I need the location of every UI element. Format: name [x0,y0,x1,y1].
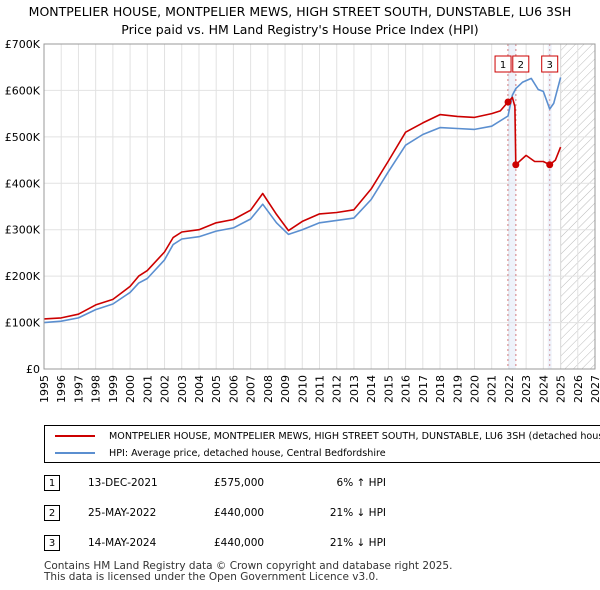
series-line-property [43,96,562,320]
transaction-price: £440,000 [214,507,265,519]
transaction-band [547,44,552,369]
legend: MONTPELIER HOUSE, MONTPELIER MEWS, HIGH … [44,425,600,463]
price-chart: £0 £100K £200K £300K £400K £500K £600K £700K 199… [5,38,600,403]
transaction-label-box [512,55,530,73]
y-tick-label: £600K [5,84,41,97]
y-tick-label: £200K [5,270,41,283]
x-tick-label: 2001 [141,375,154,403]
transaction-hpi-relation: 21% ↓ HPI [329,537,386,549]
transaction-price: £440,000 [214,537,265,549]
x-tick-label: 2023 [520,375,533,403]
x-tick-label: 1999 [107,375,120,403]
x-tick-label: 2008 [262,375,275,403]
y-tick-label: £300K [5,224,41,237]
x-tick-label: 2009 [279,375,292,403]
transaction-row: 3 14-MAY-2024 £440,000 21% ↓ HPI [44,535,564,553]
x-tick-label: 2007 [245,375,258,403]
footer-license: This data is licensed under the Open Gov… [44,571,379,583]
x-tick-label: 2019 [451,375,464,403]
x-tick-label: 2018 [434,375,447,403]
x-tick-label: 2004 [193,375,206,403]
transaction-label: 1 [500,60,506,71]
transaction-row: 1 13-DEC-2021 £575,000 6% ↑ HPI [44,475,564,493]
transaction-number: 2 [44,505,60,521]
transaction-date: 14-MAY-2024 [88,537,157,549]
y-tick-label: £0 [26,363,40,376]
series-line-hpi [43,77,562,324]
transaction-label-box [541,55,559,73]
y-tick-label: £400K [5,177,41,190]
x-tick-label: 2006 [227,375,240,403]
x-tick-label: 2022 [503,375,516,403]
x-tick-label: 2024 [537,375,550,403]
x-tick-label: 2015 [382,375,395,403]
x-tick-label: 1996 [55,375,68,403]
x-tick-label: 2020 [468,375,481,403]
transaction-number: 3 [44,535,60,551]
chart-subtitle: Price paid vs. HM Land Registry's House … [121,22,479,37]
x-tick-label: 2011 [314,375,327,403]
legend-item-hpi: HPI: Average price, detached house, Cent… [55,445,386,461]
legend-label-hpi: HPI: Average price, detached house, Cent… [109,447,386,459]
footer-copyright: Contains HM Land Registry data © Crown c… [44,560,453,572]
x-tick-label: 2005 [210,375,223,403]
footer: Contains HM Land Registry data © Crown c… [44,561,452,583]
x-tick-label: 2000 [124,375,137,403]
transaction-hpi-relation: 6% ↑ HPI [336,477,386,489]
x-tick-label: 2021 [486,375,499,403]
x-tick-label: 1998 [90,375,103,403]
x-tick-label: 1995 [38,375,51,403]
transaction-band [508,44,516,369]
x-tick-label: 2014 [365,375,378,403]
transaction-price: £575,000 [214,477,265,489]
transaction-number: 1 [44,475,60,491]
transaction-point [512,161,520,169]
transaction-label: 3 [547,60,553,71]
transaction-label: 2 [518,60,524,71]
transaction-date: 13-DEC-2021 [88,477,158,489]
y-tick-label: £500K [5,131,41,144]
legend-label-property: MONTPELIER HOUSE, MONTPELIER MEWS, HIGH … [109,430,600,442]
x-tick-label: 2003 [176,375,189,403]
transaction-date: 25-MAY-2022 [88,507,157,519]
x-tick-label: 2002 [159,375,172,403]
transaction-hpi-relation: 21% ↓ HPI [329,507,386,519]
plot-frame [43,43,596,370]
legend-item-property: MONTPELIER HOUSE, MONTPELIER MEWS, HIGH … [55,428,600,444]
legend-swatch-property [55,435,95,437]
x-tick-label: 1997 [72,375,85,403]
x-tick-label: 2025 [555,375,568,403]
x-tick-label: 2026 [572,375,585,403]
legend-swatch-hpi [55,452,95,454]
transaction-point [504,98,512,106]
transaction-row: 2 25-MAY-2022 £440,000 21% ↓ HPI [44,505,564,523]
x-tick-label: 2012 [331,375,344,403]
transaction-point [546,161,554,169]
x-tick-label: 2027 [589,375,600,403]
x-tick-label: 2013 [348,375,361,403]
chart-title: MONTPELIER HOUSE, MONTPELIER MEWS, HIGH … [28,4,572,19]
y-tick-label: £100K [5,317,41,330]
y-tick-label: £700K [5,38,41,51]
transaction-label-box [494,55,512,73]
x-tick-label: 2017 [417,375,430,403]
x-tick-label: 2010 [296,375,309,403]
x-tick-label: 2016 [400,375,413,403]
